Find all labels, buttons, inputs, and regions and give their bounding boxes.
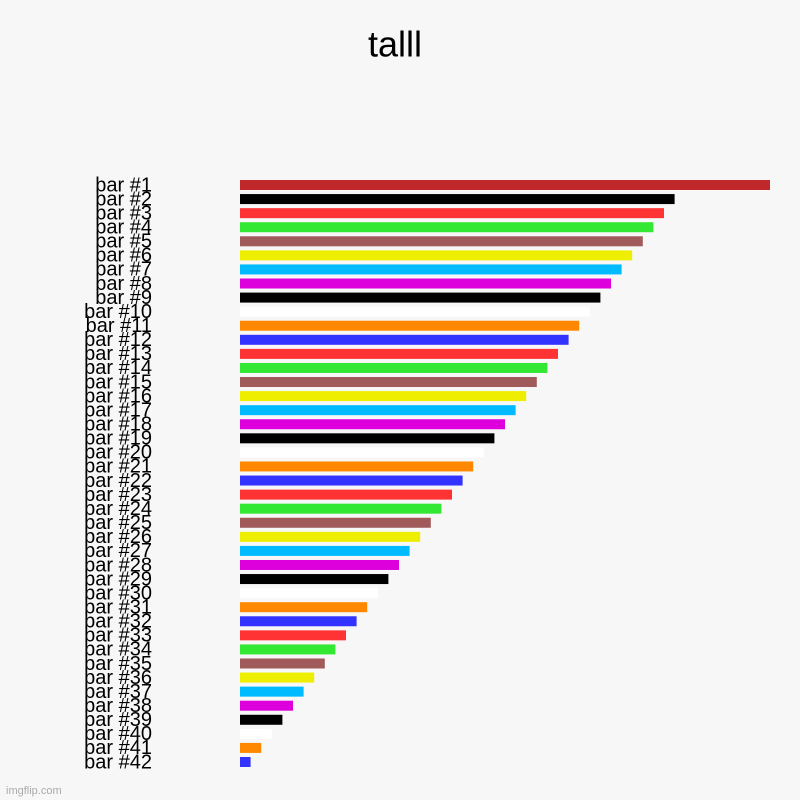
y-tick-label: bar #30 <box>84 582 152 604</box>
bar <box>240 419 505 430</box>
y-tick-label: bar #39 <box>84 709 152 731</box>
bar <box>240 503 442 514</box>
y-tick-label: bar #13 <box>84 343 152 365</box>
bar <box>240 630 346 641</box>
y-tick-label: bar #10 <box>84 301 152 323</box>
bar <box>240 348 558 359</box>
bar <box>240 714 283 725</box>
bar <box>240 531 421 542</box>
bar <box>240 194 675 205</box>
y-tick-label: bar #5 <box>95 231 152 253</box>
y-tick-label: bar #16 <box>84 385 152 407</box>
bar <box>240 517 431 528</box>
bar <box>240 574 389 585</box>
bar <box>240 391 527 402</box>
y-tick-label: bar #42 <box>84 751 152 773</box>
y-tick-label: bar #9 <box>95 287 152 309</box>
y-tick-label: bar #28 <box>84 554 152 576</box>
bar <box>240 180 770 190</box>
y-tick-label: bar #40 <box>84 723 152 745</box>
y-tick-label: bar #21 <box>84 456 152 478</box>
y-tick-label: bar #32 <box>84 611 152 633</box>
y-tick-label: bar #29 <box>84 568 152 590</box>
bar <box>240 264 622 275</box>
y-tick-label: bar #26 <box>84 526 152 548</box>
bar <box>240 757 251 767</box>
y-tick-label: bar #15 <box>84 371 152 393</box>
y-tick-label: bar #17 <box>84 399 152 421</box>
y-tick-label: bar #18 <box>84 414 152 436</box>
bar <box>240 559 399 570</box>
y-tick-label: bar #3 <box>95 202 152 224</box>
bar <box>240 306 590 317</box>
bar <box>240 616 357 627</box>
y-tick-label: bar #27 <box>84 540 152 562</box>
y-tick-label: bar #41 <box>84 737 152 759</box>
bar <box>240 222 654 233</box>
y-tick-label: bar #24 <box>84 498 152 520</box>
y-tick-label: bar #23 <box>84 484 152 506</box>
bar <box>240 461 474 472</box>
bar <box>240 742 262 753</box>
y-tick-label: bar #34 <box>84 639 152 661</box>
y-tick-label: bar #2 <box>95 188 152 210</box>
y-tick-label: bar #7 <box>95 259 152 281</box>
bar <box>240 433 495 444</box>
bar <box>240 377 537 388</box>
bar <box>240 489 452 500</box>
bar <box>240 672 315 683</box>
bar <box>240 362 548 373</box>
bar <box>240 320 580 331</box>
y-tick-label: bar #22 <box>84 470 152 492</box>
y-tick-label: bar #4 <box>95 217 152 239</box>
y-tick-label: bar #31 <box>84 596 152 618</box>
y-tick-label: bar #11 <box>86 315 152 337</box>
bar <box>240 405 516 416</box>
bar <box>240 292 601 303</box>
y-tick-label: bar #19 <box>84 428 152 450</box>
y-tick-label: bar #35 <box>84 653 152 675</box>
bar <box>240 250 633 261</box>
bar <box>240 278 611 289</box>
y-tick-label: bar #14 <box>84 357 152 379</box>
y-tick-label: bar #8 <box>95 273 152 295</box>
bar <box>240 236 643 247</box>
bar <box>240 700 293 711</box>
y-tick-label: bar #38 <box>84 695 152 717</box>
y-tick-label: bar #1 <box>95 174 152 196</box>
y-tick-label: bar #6 <box>95 245 152 267</box>
bar <box>240 658 325 669</box>
bar <box>240 588 378 599</box>
y-tick-label: bar #12 <box>84 329 152 351</box>
bar <box>240 728 272 739</box>
chart-title: talll <box>368 24 422 65</box>
watermark: imgflip.com <box>6 785 62 797</box>
bar <box>240 602 368 613</box>
bar <box>240 545 410 556</box>
bar <box>240 447 484 458</box>
y-tick-label: bar #20 <box>84 442 152 464</box>
y-tick-label: bar #37 <box>84 681 152 703</box>
bar <box>240 475 463 486</box>
y-tick-label: bar #36 <box>84 667 152 689</box>
bar <box>240 644 336 655</box>
y-tick-label: bar #33 <box>84 625 152 647</box>
y-tick-label: bar #25 <box>84 512 152 534</box>
bar <box>240 208 664 219</box>
bar <box>240 686 304 697</box>
bar <box>240 334 569 345</box>
